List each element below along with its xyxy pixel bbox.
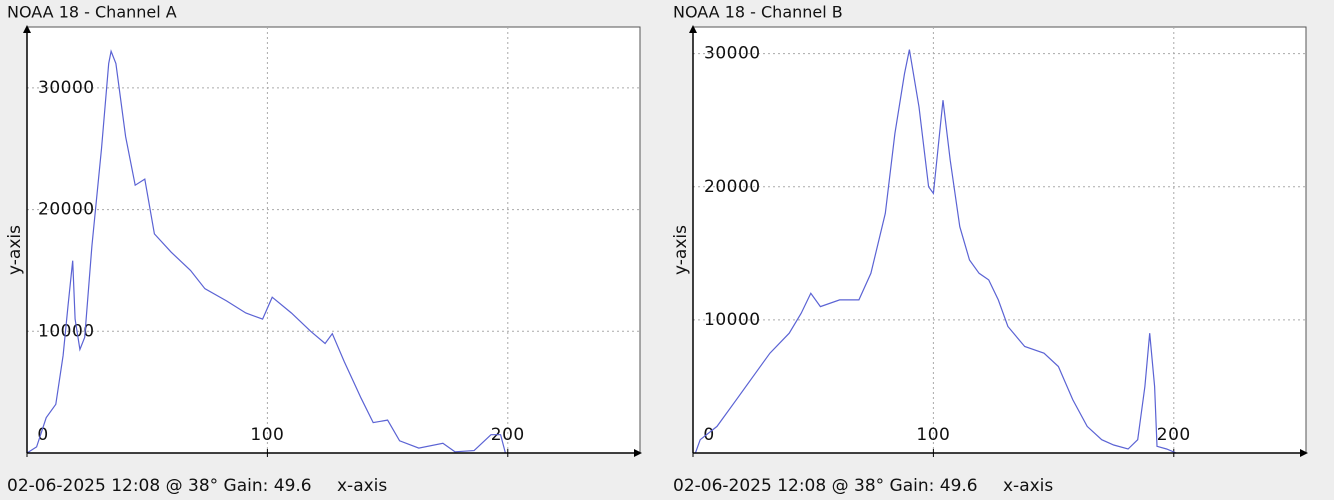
y-tick-label: 30000 — [38, 78, 95, 98]
x-axis-label: x-axis — [1003, 476, 1053, 496]
chart-title: NOAA 18 - Channel B — [673, 3, 843, 22]
footer-text: 02-06-2025 12:08 @ 38° Gain: 49.6 — [673, 476, 978, 496]
x-tick-label: 200 — [491, 425, 525, 445]
y-tick-label: 10000 — [704, 310, 761, 330]
chart-title: NOAA 18 - Channel A — [7, 3, 177, 22]
y-tick-label: 20000 — [704, 177, 761, 197]
footer-text: 02-06-2025 12:08 @ 38° Gain: 49.6 — [7, 476, 312, 496]
footer-background — [666, 474, 979, 498]
y-axis-arrow — [689, 25, 697, 33]
y-axis-label: y-axis — [5, 225, 25, 275]
plot-background — [26, 26, 641, 454]
y-tick-label: 20000 — [38, 200, 95, 220]
x-axis-label: x-axis — [337, 476, 387, 496]
y-axis-label: y-axis — [671, 225, 691, 275]
x-axis-arrow — [634, 449, 642, 457]
y-axis-arrow — [23, 25, 31, 33]
x-tick-label: 0 — [37, 425, 48, 445]
data-line — [694, 49, 1177, 454]
x-tick-label: 0 — [703, 425, 714, 445]
x-tick-label: 200 — [1157, 425, 1191, 445]
x-tick-label: 100 — [916, 425, 950, 445]
data-line — [26, 49, 506, 454]
x-axis-arrow — [1300, 449, 1308, 457]
x-tick-label: 100 — [250, 425, 284, 445]
y-tick-label: 30000 — [704, 44, 761, 64]
footer-background — [0, 474, 313, 498]
plot-background — [692, 26, 1307, 454]
